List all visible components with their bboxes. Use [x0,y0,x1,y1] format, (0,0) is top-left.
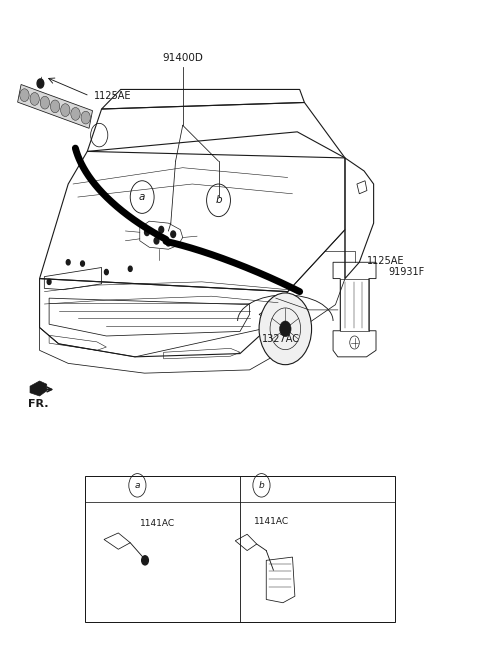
Text: 91400D: 91400D [162,53,203,64]
Circle shape [37,79,44,88]
Circle shape [128,266,132,271]
Bar [340,278,369,331]
Circle shape [280,321,291,337]
Circle shape [30,92,39,105]
Text: 1327AC: 1327AC [262,334,300,344]
Circle shape [81,111,90,124]
Circle shape [259,293,312,365]
Polygon shape [30,381,47,396]
Text: b: b [259,481,264,490]
Text: 1125AE: 1125AE [366,255,404,265]
Circle shape [47,279,51,284]
Text: a: a [139,192,145,202]
Text: FR.: FR. [28,400,48,409]
Text: 91931F: 91931F [388,267,424,276]
Circle shape [154,238,159,244]
Circle shape [66,259,70,265]
Circle shape [105,269,108,274]
Circle shape [159,227,164,233]
Circle shape [50,100,60,113]
Circle shape [20,89,29,102]
Circle shape [60,103,70,117]
Circle shape [142,556,148,565]
Circle shape [166,240,171,246]
Polygon shape [18,84,93,128]
Text: 1141AC: 1141AC [140,519,175,528]
Circle shape [40,96,49,109]
Circle shape [144,229,149,236]
Circle shape [71,107,80,121]
Circle shape [171,231,176,238]
Text: a: a [135,481,140,490]
Text: 1125AE: 1125AE [95,91,132,101]
Text: 1141AC: 1141AC [254,517,289,526]
Bar [85,476,395,622]
Text: b: b [215,195,222,205]
Circle shape [81,261,84,266]
